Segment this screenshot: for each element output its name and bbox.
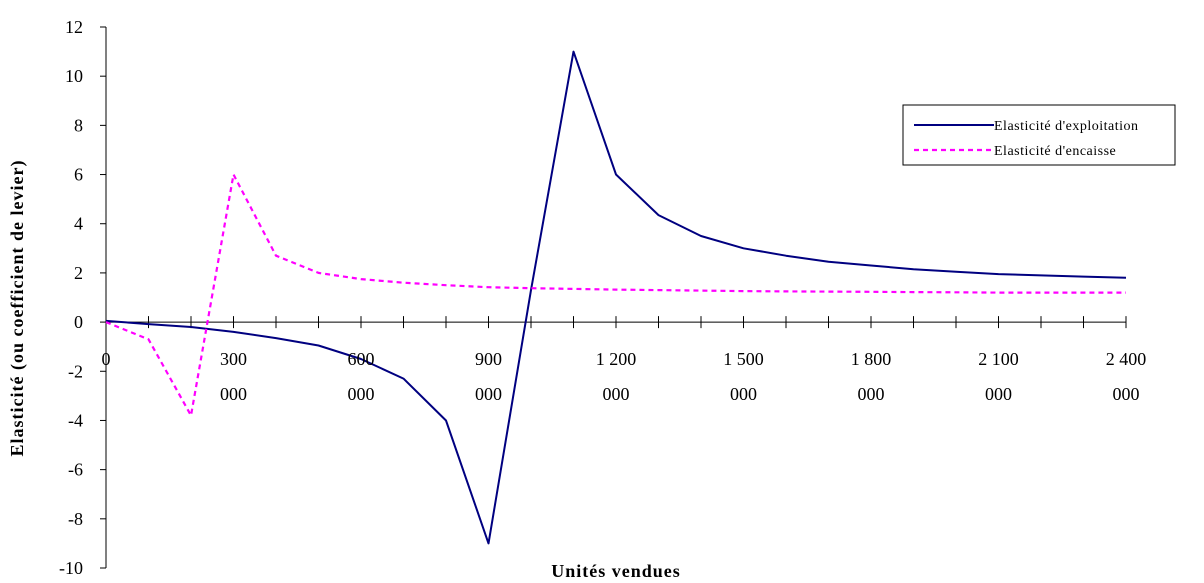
y-tick-label: -6: [68, 460, 83, 480]
y-tick-label: -10: [59, 558, 83, 578]
x-tick-label-line2: 000: [603, 384, 630, 404]
y-tick-label: 8: [74, 115, 83, 135]
x-tick-label-line2: 000: [730, 384, 757, 404]
x-tick-labels: 0 300 000 600 000 900 000 1 200 000 1 500 000 1 800…: [102, 349, 1147, 404]
y-tick-label: 10: [65, 66, 83, 86]
y-tick-label: -8: [68, 509, 83, 529]
y-axis-title: Elasticité (ou coefficient de levier): [7, 160, 28, 457]
y-tick-label: 0: [74, 312, 83, 332]
x-axis-title: Unités vendues: [551, 561, 681, 581]
y-tick-label: 12: [65, 17, 83, 37]
x-tick-label-line2: 000: [220, 384, 247, 404]
plot-area: [105, 50, 1127, 545]
x-tick-label: 1 800: [851, 349, 892, 369]
y-tick-label: -2: [68, 361, 83, 381]
y-tick-label: 2: [74, 263, 83, 283]
axes: [100, 26, 1127, 569]
x-tick-label: 1 500: [723, 349, 764, 369]
x-tick-label-line2: 000: [475, 384, 502, 404]
series-line-encaisse: [105, 173, 1126, 417]
x-tick-label-line2: 000: [985, 384, 1012, 404]
x-tick-label-line2: 000: [858, 384, 885, 404]
y-tick-label: 6: [74, 165, 83, 185]
legend-label-exploitation: Elasticité d'exploitation: [994, 119, 1139, 134]
legend-label-encaisse: Elasticité d'encaisse: [994, 144, 1116, 159]
x-tick-label: 2 100: [978, 349, 1019, 369]
x-tick-label: 600: [348, 349, 375, 369]
legend-box: [902, 104, 1176, 166]
x-tick-label: 900: [475, 349, 502, 369]
x-tick-label: 0: [102, 349, 111, 369]
x-tick-label: 1 200: [596, 349, 637, 369]
series-line-exploitation: [105, 50, 1127, 545]
x-tick-label: 300: [220, 349, 247, 369]
x-tick-label-line2: 000: [1113, 384, 1140, 404]
x-tick-label-line2: 000: [348, 384, 375, 404]
y-tick-label: -4: [68, 410, 83, 430]
x-tick-label: 2 400: [1106, 349, 1147, 369]
legend: Elasticité d'exploitation Elasticité d'e…: [902, 104, 1176, 166]
y-tick-label: 4: [74, 214, 83, 234]
y-tick-labels: -10 -8 -6 -4 -2 0 2 4 6 8 10 12: [59, 17, 83, 578]
